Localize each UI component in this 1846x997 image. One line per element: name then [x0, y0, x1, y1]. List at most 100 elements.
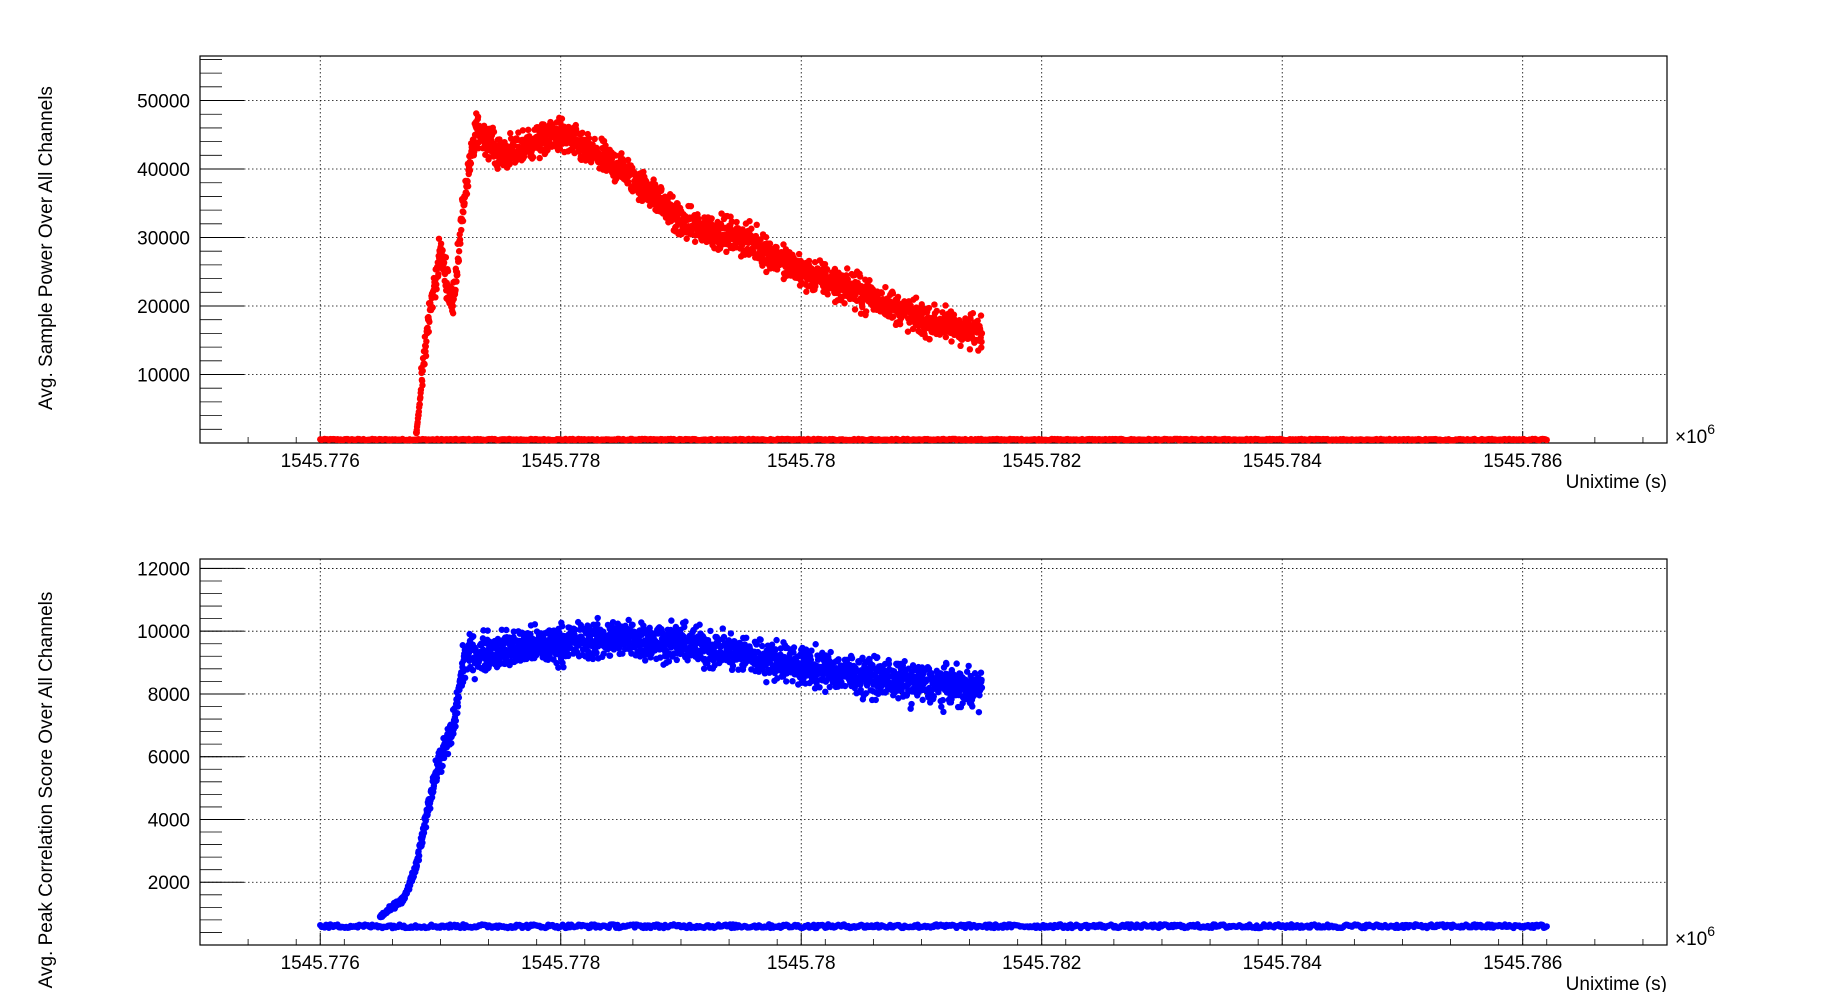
data-point	[426, 329, 432, 335]
data-point	[452, 287, 458, 293]
data-point	[978, 344, 984, 350]
data-point	[708, 215, 714, 221]
data-point	[658, 186, 664, 192]
data-point	[824, 291, 830, 297]
data-point	[462, 675, 468, 681]
data-anchor-point	[461, 193, 468, 200]
data-point	[465, 183, 471, 189]
x-multiplier-top: ×106	[1675, 421, 1715, 448]
data-point	[421, 830, 427, 836]
data-point	[456, 258, 462, 264]
x-tick-label: 1545.78	[767, 451, 836, 472]
data-point	[454, 710, 460, 716]
data-point	[594, 621, 600, 627]
data-anchor-point	[413, 429, 420, 436]
y-tick-label: 40000	[137, 160, 190, 181]
data-point	[456, 248, 462, 254]
data-anchor-point	[978, 330, 985, 337]
data-anchor-point	[677, 220, 684, 227]
data-point	[720, 625, 726, 631]
data-point	[421, 361, 427, 367]
data-point	[733, 219, 739, 225]
y-tick-label: 30000	[137, 229, 190, 250]
data-point	[420, 368, 426, 374]
data-point	[536, 155, 542, 161]
data-point	[1544, 923, 1550, 929]
data-point	[978, 339, 984, 345]
data-point	[592, 136, 598, 142]
plot-frame-bottom	[200, 559, 1667, 945]
data-point	[456, 694, 462, 700]
data-point	[417, 401, 423, 407]
data-point	[439, 763, 445, 769]
data-point	[642, 657, 648, 663]
data-point	[586, 135, 592, 141]
data-point	[707, 628, 713, 634]
data-point	[629, 622, 635, 628]
data-point	[525, 127, 531, 133]
data-point	[472, 676, 478, 682]
data-point	[491, 129, 497, 135]
data-anchor-point	[653, 193, 660, 200]
data-point	[897, 321, 903, 327]
data-anchor-point	[449, 303, 456, 310]
data-point	[863, 308, 869, 314]
data-point	[506, 161, 512, 167]
data-point	[730, 663, 736, 669]
data-point	[803, 289, 809, 295]
data-point	[866, 277, 872, 283]
data-point	[593, 650, 599, 656]
data-point	[926, 305, 932, 311]
data-point	[806, 258, 812, 264]
data-point	[435, 271, 441, 277]
data-point	[419, 840, 425, 846]
data-point	[423, 824, 429, 830]
x-tick-label: 1545.776	[281, 451, 360, 472]
data-point	[438, 240, 444, 246]
data-anchor-point	[581, 145, 588, 152]
data-point	[559, 623, 565, 629]
data-point	[507, 130, 513, 136]
data-anchor-point	[738, 234, 745, 241]
data-point	[852, 306, 858, 312]
data-point	[419, 382, 425, 388]
data-point	[926, 336, 932, 342]
data-point	[688, 203, 694, 209]
data-point	[468, 160, 474, 166]
data-point	[948, 338, 954, 344]
data-point	[1544, 437, 1550, 443]
data-anchor-point	[557, 131, 564, 138]
data-point	[470, 633, 476, 639]
x-tick-label: 1545.784	[1243, 451, 1323, 472]
data-point	[448, 740, 454, 746]
data-point	[453, 278, 459, 284]
data-point	[453, 718, 459, 724]
data-point	[668, 617, 674, 623]
y-tick-label: 10000	[137, 366, 190, 387]
data-point	[746, 218, 752, 224]
data-point	[560, 664, 566, 670]
data-point	[748, 226, 754, 232]
data-point	[438, 769, 444, 775]
x-tick-label: 1545.786	[1483, 451, 1562, 472]
data-point	[429, 304, 435, 310]
data-point	[520, 127, 526, 133]
data-point	[475, 114, 481, 120]
data-anchor-point	[437, 248, 444, 255]
data-anchor-point	[473, 124, 480, 131]
data-point	[841, 300, 847, 306]
data-point	[967, 346, 973, 352]
data-point	[530, 154, 536, 160]
data-point	[796, 251, 802, 257]
data-point	[503, 627, 509, 633]
data-point	[443, 254, 449, 260]
data-point	[942, 302, 948, 308]
data-point	[416, 853, 422, 859]
data-point	[579, 130, 585, 136]
data-anchor-point	[425, 316, 432, 323]
data-point	[625, 157, 631, 163]
